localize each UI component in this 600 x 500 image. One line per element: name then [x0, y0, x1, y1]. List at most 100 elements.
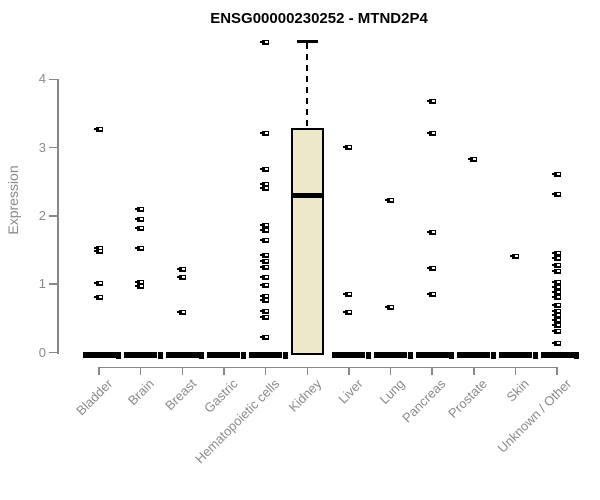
collapsed-box — [332, 352, 366, 358]
scatter-point — [260, 186, 270, 192]
scatter-point — [260, 315, 270, 321]
scatter-point — [551, 289, 561, 295]
zero-point — [574, 351, 580, 359]
scatter-point — [260, 283, 270, 289]
box — [290, 127, 324, 355]
scatter-point — [260, 237, 270, 243]
scatter-point — [551, 317, 561, 323]
scatter-point — [93, 248, 103, 254]
scatter-point — [135, 226, 145, 232]
scatter-point — [551, 313, 561, 319]
scatter-point — [260, 222, 270, 228]
scatter-point — [260, 166, 270, 172]
zero-point — [157, 351, 163, 359]
zero-point — [116, 351, 121, 359]
x-category-label: Skin — [503, 376, 533, 405]
collapsed-box — [207, 352, 241, 358]
scatter-point — [551, 255, 561, 261]
x-axis-tick — [431, 366, 433, 375]
x-axis-tick — [181, 366, 184, 375]
y-axis-tick — [49, 351, 57, 354]
scatter-point — [426, 98, 436, 104]
x-category-label: Breast — [161, 376, 199, 414]
scatter-point — [93, 126, 103, 132]
scatter-point — [260, 253, 270, 258]
x-category-label: Prostate — [445, 376, 491, 421]
x-axis-tick — [556, 366, 558, 375]
scatter-point — [260, 265, 270, 271]
scatter-point — [551, 295, 561, 301]
y-tick-label: 0 — [38, 344, 46, 360]
x-category-label: Kidney — [285, 376, 324, 415]
scatter-point — [551, 302, 561, 308]
zero-point — [365, 351, 371, 359]
scatter-point — [260, 181, 270, 187]
x-axis-tick — [348, 366, 350, 375]
scatter-point — [551, 192, 561, 198]
median-line — [290, 192, 324, 198]
scatter-point — [343, 291, 353, 297]
y-axis-tick — [49, 78, 57, 81]
scatter-point — [426, 131, 436, 137]
x-axis-tick — [264, 366, 267, 375]
scatter-point — [551, 341, 561, 347]
whisker-cap — [296, 40, 318, 44]
y-axis-tick — [49, 215, 57, 217]
scatter-point — [260, 274, 270, 280]
y-tick-label: 1 — [38, 276, 46, 292]
zero-point — [490, 351, 496, 359]
collapsed-box — [165, 352, 199, 358]
x-axis-tick — [139, 366, 142, 375]
scatter-point — [551, 279, 561, 285]
y-axis-tick — [49, 283, 57, 285]
scatter-point — [551, 328, 561, 334]
scatter-point — [176, 274, 186, 280]
scatter-point — [135, 206, 145, 212]
x-axis-tick — [223, 366, 225, 375]
zero-point — [240, 351, 246, 359]
zero-point — [449, 351, 455, 359]
x-axis-tick — [389, 366, 392, 375]
scatter-point — [260, 131, 270, 137]
collapsed-box — [457, 352, 491, 358]
zero-point — [282, 351, 288, 359]
collapsed-box — [249, 352, 283, 358]
x-category-label: Liver — [334, 376, 366, 407]
scatter-point — [176, 309, 186, 315]
x-axis-tick — [98, 366, 100, 375]
x-category-label: Unknown / Other — [494, 376, 574, 456]
zero-point — [407, 351, 413, 359]
scatter-point — [343, 310, 353, 316]
y-tick-label: 4 — [38, 71, 46, 87]
scatter-point — [426, 265, 436, 271]
scatter-point — [93, 245, 103, 251]
scatter-point — [551, 268, 561, 274]
scatter-point — [260, 228, 270, 234]
scatter-point — [426, 229, 436, 235]
scatter-point — [551, 309, 561, 315]
collapsed-box — [540, 352, 574, 358]
x-category-label: Pancreas — [399, 376, 449, 426]
scatter-point — [260, 309, 270, 315]
y-tick-label: 2 — [38, 207, 46, 223]
scatter-point — [385, 197, 395, 203]
chart-title: ENSG00000230252 - MTND2P4 — [210, 10, 428, 27]
scatter-point — [260, 293, 270, 299]
scatter-point — [551, 322, 561, 328]
scatter-point — [93, 294, 103, 300]
x-axis-tick — [306, 366, 308, 375]
y-axis-line — [57, 79, 59, 355]
whisker-line — [306, 42, 309, 127]
collapsed-box — [82, 352, 116, 358]
x-category-label: Brain — [125, 376, 158, 409]
scatter-point — [93, 281, 103, 287]
x-category-label: Lung — [376, 376, 408, 408]
scatter-point — [176, 266, 186, 272]
zero-point — [199, 351, 205, 359]
x-category-label: Bladder — [73, 376, 116, 419]
scatter-point — [468, 156, 478, 162]
collapsed-box — [415, 352, 449, 358]
collapsed-box — [124, 352, 158, 358]
scatter-point — [551, 250, 561, 256]
